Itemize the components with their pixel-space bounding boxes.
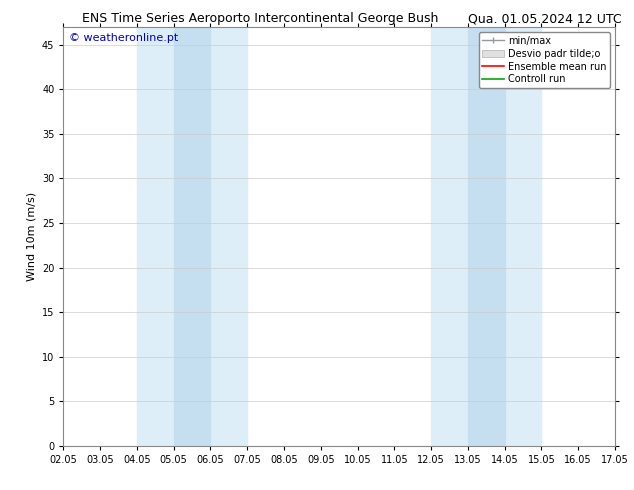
Bar	[210, 27, 247, 446]
Text: ENS Time Series Aeroporto Intercontinental George Bush: ENS Time Series Aeroporto Intercontinent…	[82, 12, 439, 25]
Bar	[505, 27, 541, 446]
Text: © weatheronline.pt: © weatheronline.pt	[69, 33, 178, 43]
Text: Qua. 01.05.2024 12 UTC: Qua. 01.05.2024 12 UTC	[468, 12, 621, 25]
Bar	[468, 27, 505, 446]
Bar	[174, 27, 210, 446]
Y-axis label: Wind 10m (m/s): Wind 10m (m/s)	[27, 192, 36, 281]
Bar	[431, 27, 468, 446]
Bar	[137, 27, 174, 446]
Legend: min/max, Desvio padr tilde;o, Ensemble mean run, Controll run: min/max, Desvio padr tilde;o, Ensemble m…	[479, 32, 610, 88]
